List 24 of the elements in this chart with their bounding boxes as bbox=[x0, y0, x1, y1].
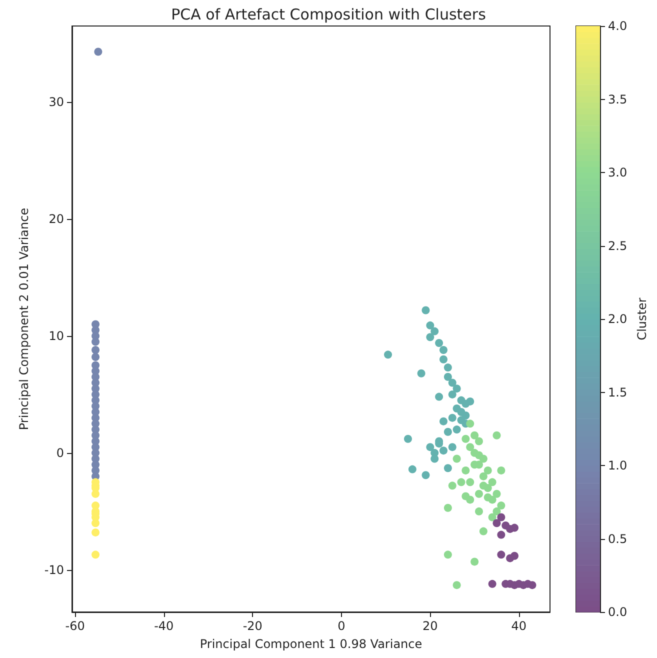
y-tick-label: 30 bbox=[48, 95, 64, 110]
color-bar-label: 2.5 bbox=[608, 238, 628, 253]
x-tick-label: -40 bbox=[154, 619, 174, 633]
color-bar-label: 1.0 bbox=[608, 458, 628, 472]
color-bar-label: 4.0 bbox=[608, 19, 628, 33]
x-axis-title: Principal Component 1 0.98 Variance bbox=[200, 637, 422, 651]
x-tick-label: 20 bbox=[422, 619, 438, 633]
color-bar-label: 3.5 bbox=[608, 92, 628, 106]
chart-title: PCA of Artefact Composition with Clusters bbox=[171, 6, 486, 24]
color-bar-label: 3.0 bbox=[608, 166, 628, 180]
color-bar-label: 2.0 bbox=[608, 312, 628, 326]
color-bar-label: 1.5 bbox=[608, 385, 628, 400]
y-tick-label: 20 bbox=[48, 212, 64, 226]
y-tick-label: 0 bbox=[56, 446, 64, 460]
x-tick-label: 40 bbox=[511, 619, 527, 633]
color-bar-title: Cluster bbox=[635, 298, 649, 340]
x-tick-label: 0 bbox=[338, 619, 346, 633]
x-tick-label: -60 bbox=[65, 619, 85, 633]
y-axis-title: Principal Component 2 0.01 Variance bbox=[17, 208, 31, 430]
color-bar-label: 0.5 bbox=[608, 532, 628, 546]
color-bar-label: 0.0 bbox=[608, 605, 628, 619]
y-tick-label: -10 bbox=[44, 562, 64, 577]
y-tick-label: 10 bbox=[48, 328, 64, 343]
x-tick-label: -20 bbox=[242, 619, 262, 633]
